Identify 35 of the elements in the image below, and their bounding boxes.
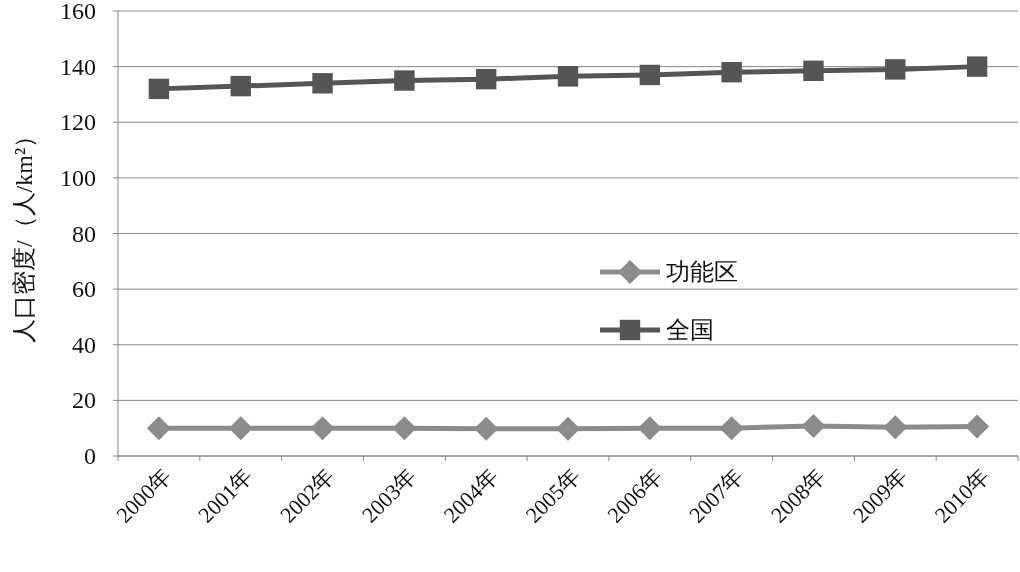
legend-label: 功能区: [666, 259, 738, 285]
point: [721, 61, 742, 83]
y-tick-label: 20: [72, 387, 96, 414]
point: [556, 416, 580, 441]
point: [966, 56, 988, 77]
point: [146, 416, 171, 441]
point: [803, 60, 824, 81]
point: [639, 64, 661, 86]
point: [474, 416, 499, 441]
y-tick-label: 120: [60, 109, 96, 136]
point: [310, 416, 335, 441]
point: [885, 59, 906, 80]
y-tick-label: 160: [60, 0, 96, 24]
y-axis-title: 人口密度/（人/km²）: [11, 123, 37, 344]
y-tick-label: 0: [84, 443, 96, 469]
y-tick-label: 140: [60, 53, 96, 80]
point: [228, 416, 253, 441]
point: [312, 73, 333, 94]
y-tick-label: 100: [60, 164, 96, 191]
point: [719, 416, 744, 441]
point: [637, 416, 662, 441]
point: [392, 416, 417, 441]
y-tick-label: 60: [72, 276, 96, 303]
point: [394, 70, 415, 91]
x-tick-label: 2001年: [193, 463, 258, 528]
point: [883, 415, 908, 440]
y-tick-label: 80: [72, 220, 96, 247]
point: [801, 413, 826, 438]
point: [230, 75, 251, 97]
point: [475, 68, 497, 90]
legend-label: 全国: [666, 317, 714, 343]
point: [965, 414, 990, 439]
point: [148, 78, 170, 100]
y-tick-label: 40: [72, 331, 96, 358]
point: [557, 66, 579, 87]
